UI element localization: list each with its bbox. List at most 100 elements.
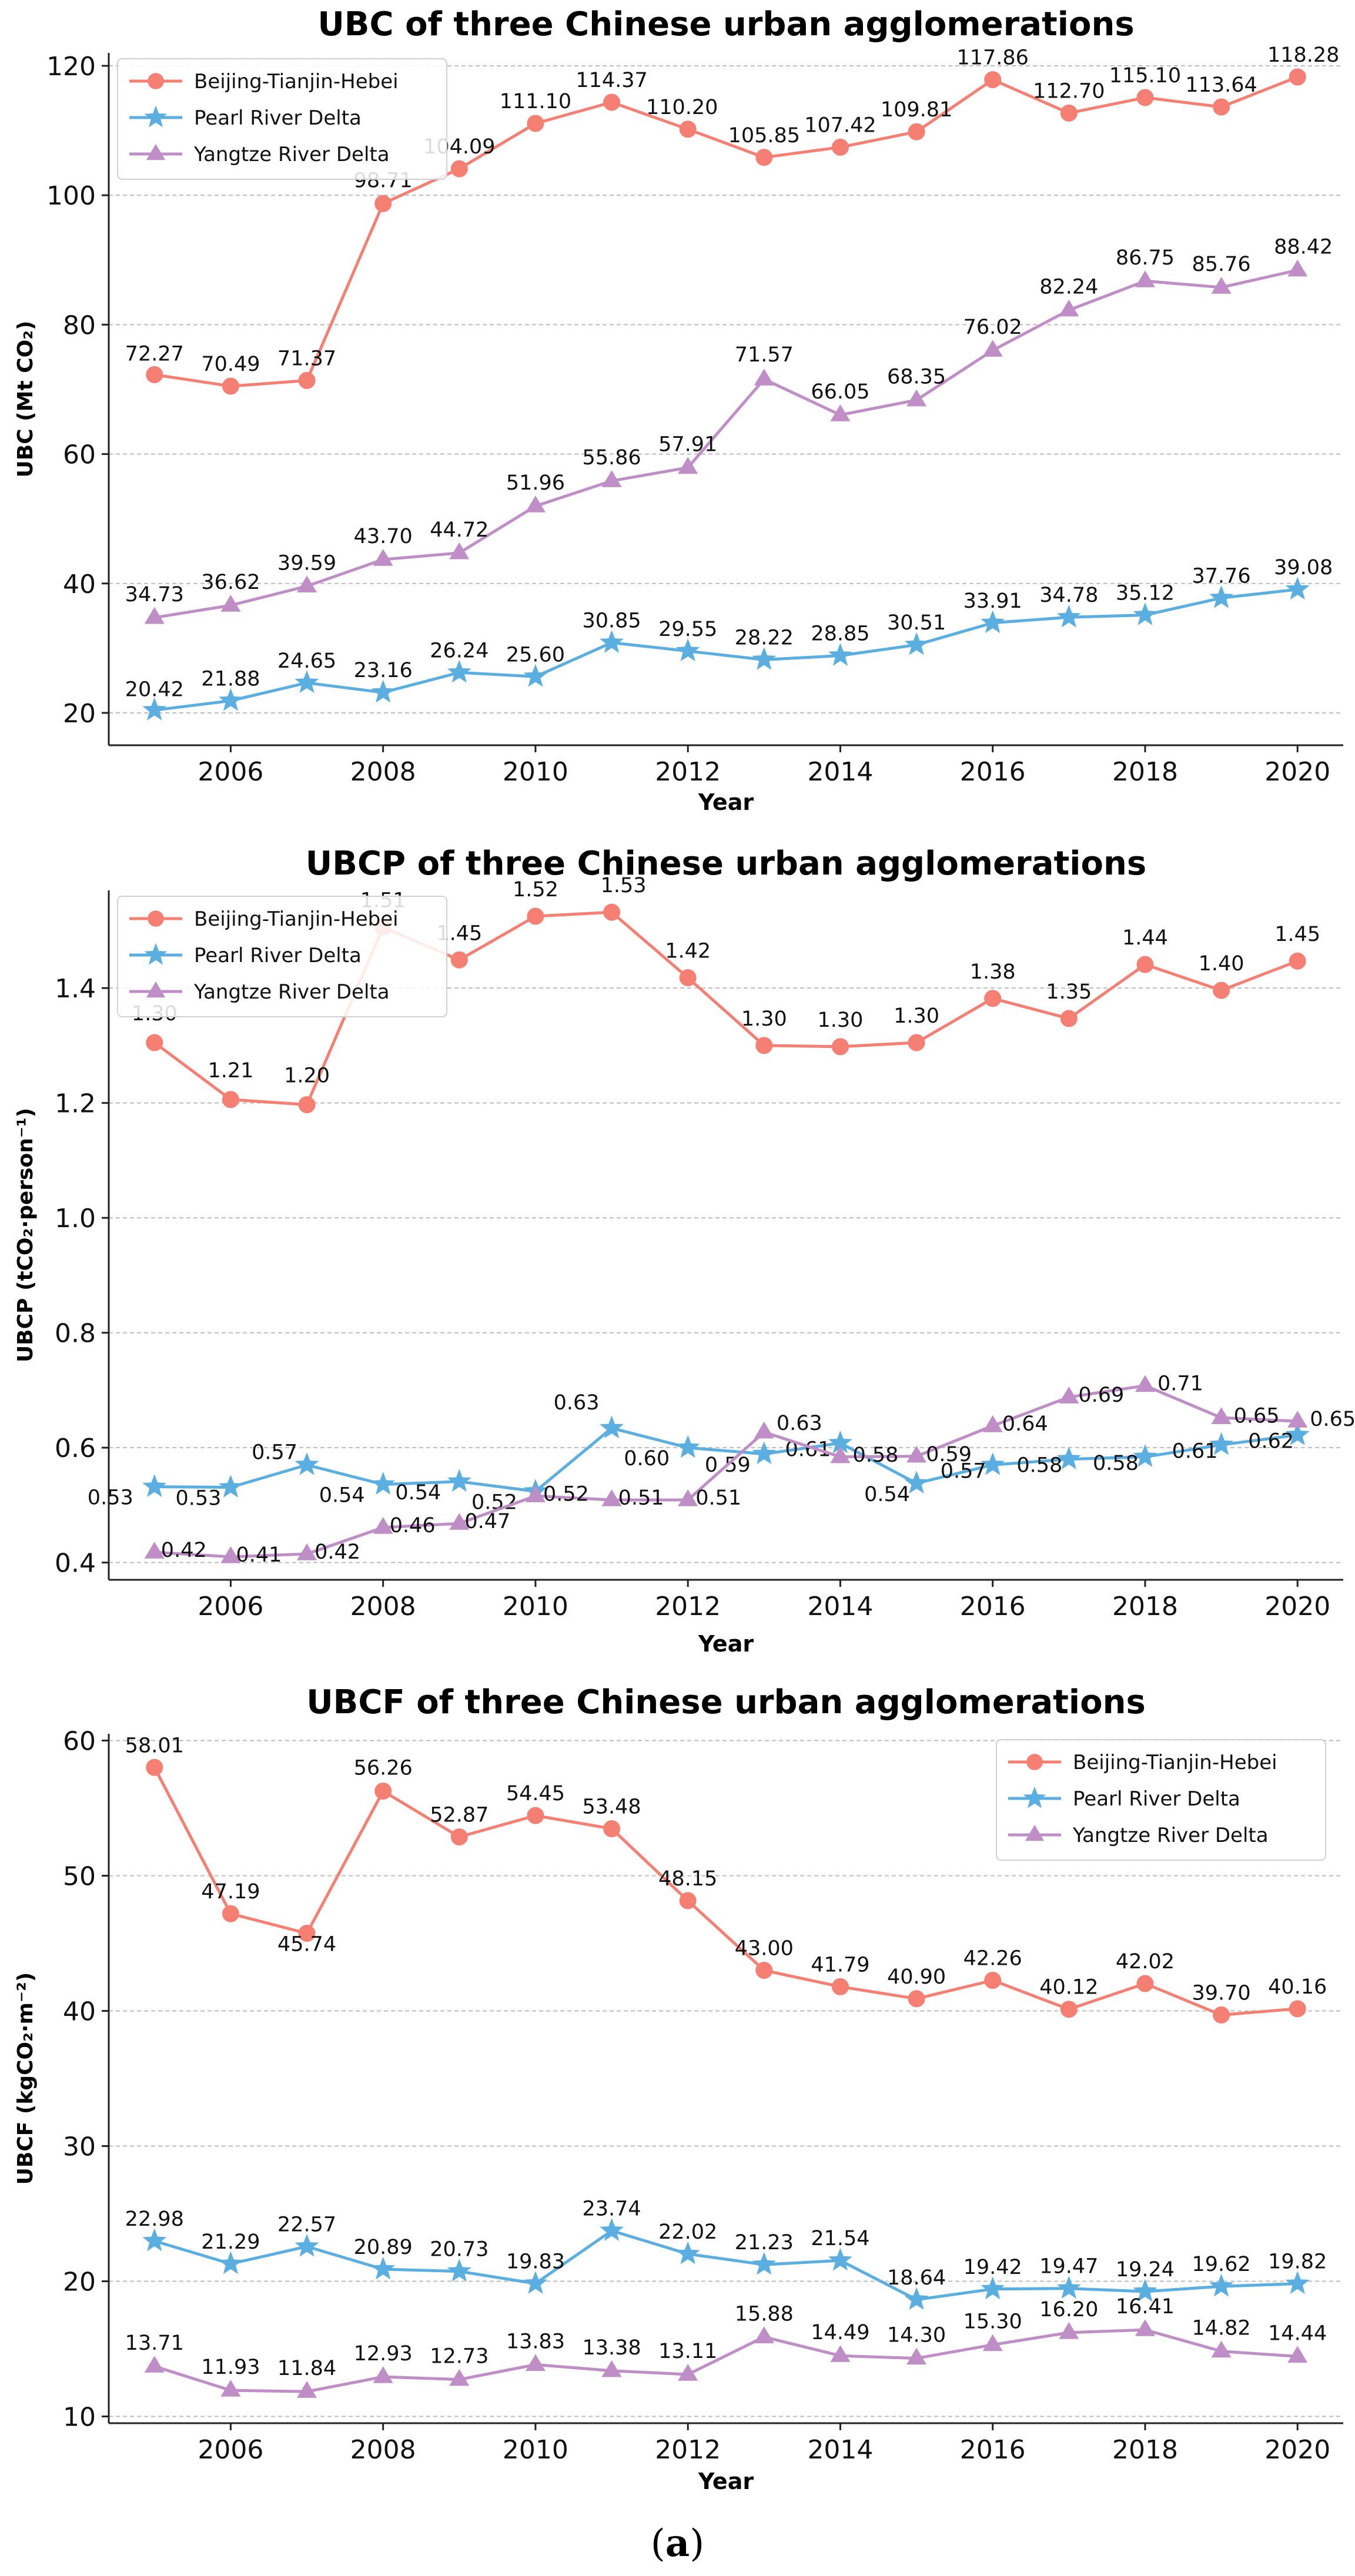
data-point-yrd <box>601 2360 622 2377</box>
data-point-prd <box>1133 2279 1157 2302</box>
data-point-prd <box>447 2259 471 2282</box>
data-label-yrd: 0.41 <box>236 1543 282 1567</box>
data-label-yrd: 36.62 <box>201 571 260 594</box>
data-label-prd: 23.16 <box>354 659 413 682</box>
data-label-bth: 40.90 <box>887 1965 946 1989</box>
data-label-yrd: 0.69 <box>1078 1384 1124 1407</box>
data-point-yrd <box>297 1543 317 1560</box>
data-label-prd: 22.57 <box>277 2213 336 2236</box>
data-point-prd <box>1133 602 1157 625</box>
data-point-yrd <box>373 1517 393 1534</box>
data-point-bth <box>1289 68 1306 86</box>
data-label-bth: 113.64 <box>1185 73 1257 97</box>
data-label-bth: 1.30 <box>817 1009 863 1032</box>
x-tick-label: 2018 <box>1112 2435 1178 2465</box>
data-point-yrd <box>1135 2319 1155 2336</box>
figure-label: a <box>665 2521 690 2565</box>
legend: Beijing-Tianjin-Hebei Pearl River Delta Ya… <box>117 58 447 180</box>
data-label-bth: 41.79 <box>811 1953 869 1977</box>
data-point-prd <box>600 630 624 653</box>
legend-box <box>117 58 447 180</box>
y-tick-label: 60 <box>63 440 96 470</box>
legend-label-prd: Pearl River Delta <box>1073 1787 1240 1811</box>
data-label-yrd: 0.65 <box>1234 1404 1280 1428</box>
data-label-prd: 26.24 <box>430 639 489 662</box>
data-point-bth <box>1213 98 1230 116</box>
data-label-yrd: 0.58 <box>852 1443 898 1467</box>
data-label-prd: 29.55 <box>658 618 717 641</box>
data-label-yrd: 86.75 <box>1116 246 1175 270</box>
chart-title: UBCP of three Chinese urban agglomeratio… <box>306 845 1146 883</box>
data-point-bth <box>603 1820 621 1837</box>
y-tick-label: 40 <box>63 1997 96 2027</box>
data-point-prd <box>219 688 243 711</box>
data-label-bth: 112.70 <box>1033 79 1105 103</box>
data-label-bth: 1.45 <box>1274 923 1320 946</box>
legend: Beijing-Tianjin-Hebei Pearl River Delta Ya… <box>117 896 447 1017</box>
data-point-yrd <box>1287 2346 1308 2363</box>
data-point-yrd <box>678 2363 698 2381</box>
data-label-yrd: 55.86 <box>582 446 641 470</box>
data-label-bth: 70.49 <box>201 353 260 376</box>
data-label-yrd: 0.42 <box>315 1540 360 1564</box>
y-tick-label: 1.2 <box>55 1089 96 1119</box>
data-label-yrd: 0.59 <box>926 1443 972 1466</box>
data-point-prd <box>142 697 167 721</box>
data-point-prd <box>828 643 852 666</box>
data-label-bth: 1.30 <box>741 1007 787 1031</box>
x-tick-label: 2014 <box>807 2435 873 2465</box>
chart-title: UBCF of three Chinese urban agglomeratio… <box>306 1683 1146 1721</box>
y-tick-label: 1.0 <box>55 1204 96 1234</box>
y-axis-title: UBCF (kgCO₂·m⁻²) <box>14 1972 38 2185</box>
data-point-prd <box>1133 1444 1157 1468</box>
data-point-yrd <box>678 1489 698 1506</box>
data-point-yrd <box>525 2354 546 2371</box>
data-label-yrd: 44.72 <box>430 518 489 542</box>
x-tick-label: 2008 <box>350 2435 416 2465</box>
x-tick-label: 2016 <box>960 1592 1026 1622</box>
x-tick-label: 2018 <box>1112 1592 1178 1622</box>
x-axis-ticks: 2006 2008 2010 2012 2014 2016 2018 2020 <box>198 1580 1330 1622</box>
x-tick-label: 2010 <box>503 2435 568 2465</box>
data-point-prd <box>981 1452 1005 1475</box>
data-label-bth: 1.42 <box>665 940 711 963</box>
data-point-prd <box>1285 577 1310 600</box>
data-label-yrd: 85.76 <box>1192 253 1250 276</box>
data-label-prd: 33.91 <box>963 589 1022 613</box>
data-label-prd: 0.53 <box>175 1487 221 1510</box>
data-point-prd <box>142 2228 167 2252</box>
x-tick-label: 2012 <box>655 2435 721 2465</box>
data-label-yrd: 11.93 <box>201 2356 260 2379</box>
data-point-yrd <box>830 1446 851 1463</box>
legend-marker-prd <box>144 943 168 965</box>
data-point-yrd <box>906 1445 927 1463</box>
x-tick-label: 2014 <box>807 1592 873 1622</box>
data-point-bth <box>450 160 468 177</box>
data-point-yrd <box>297 575 317 592</box>
x-tick-label: 2012 <box>655 1592 721 1622</box>
data-point-prd <box>981 610 1005 634</box>
data-point-bth <box>755 1962 773 1979</box>
legend-label-bth: Beijing-Tianjin-Hebei <box>194 70 399 93</box>
x-tick-label: 2020 <box>1264 1592 1330 1622</box>
x-tick-label: 2006 <box>198 2435 263 2465</box>
series-yrd: 13.71 11.93 11.84 12.93 12.73 13.83 13.38 13.11… <box>125 2295 1327 2398</box>
data-point-prd <box>752 1441 777 1465</box>
data-point-yrd <box>220 594 241 612</box>
data-point-prd <box>371 1472 396 1495</box>
data-label-yrd: 12.73 <box>430 2345 489 2369</box>
data-point-yrd <box>1059 1386 1079 1403</box>
data-point-bth <box>831 139 849 156</box>
data-label-yrd: 13.38 <box>582 2336 641 2360</box>
data-label-prd: 19.82 <box>1268 2250 1327 2274</box>
data-point-bth <box>1136 956 1154 973</box>
y-tick-label: 60 <box>63 1727 96 1757</box>
data-point-yrd <box>906 389 927 407</box>
y-axis-title: UBCP (tCO₂·person⁻¹) <box>14 1108 38 1362</box>
data-label-prd: 19.24 <box>1116 2258 1175 2282</box>
data-point-bth <box>603 903 621 921</box>
data-label-bth: 40.12 <box>1039 1976 1098 1999</box>
data-label-yrd: 66.05 <box>811 380 869 404</box>
series-bth: 72.27 70.49 71.3798.71104.09111.10114.3711… <box>125 43 1339 395</box>
data-point-bth <box>1213 982 1230 999</box>
